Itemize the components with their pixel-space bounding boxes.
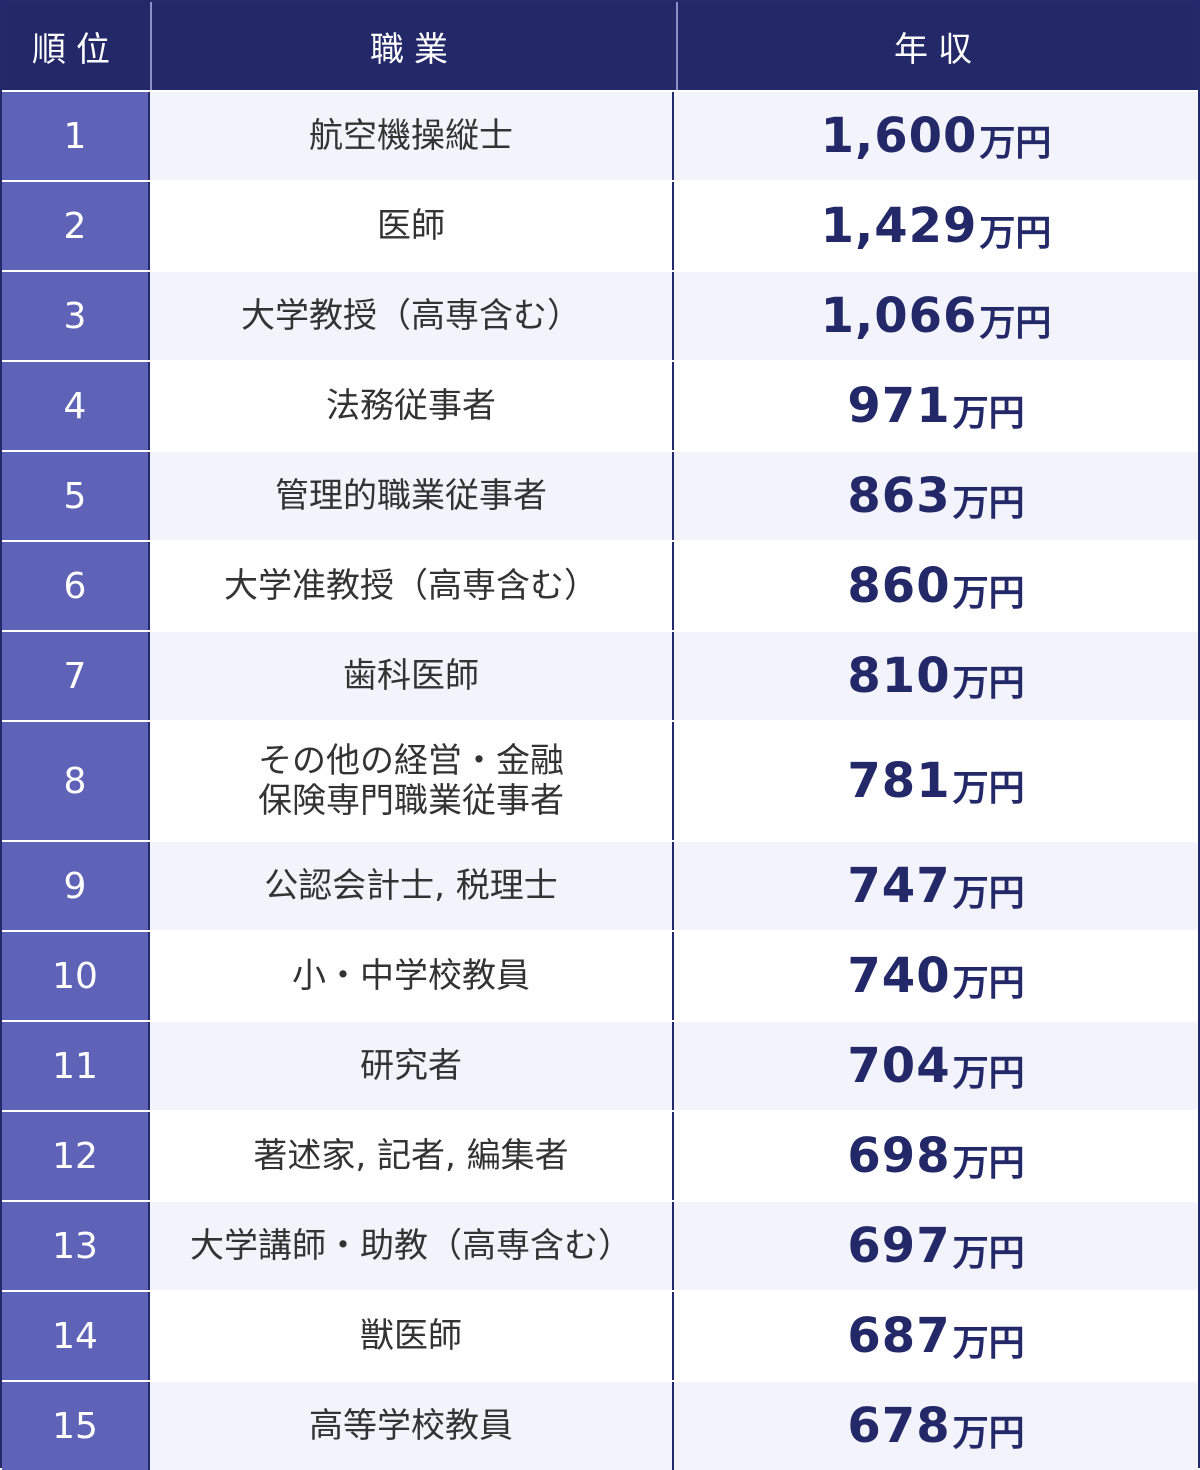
salary-amount: 1,429 xyxy=(820,198,978,254)
job-cell: 獣医師 xyxy=(150,1292,674,1380)
job-cell: 歯科医師 xyxy=(150,632,674,720)
job-cell: 小・中学校教員 xyxy=(150,932,674,1020)
job-cell: 著述家, 記者, 編集者 xyxy=(150,1112,674,1200)
table-row: 1 航空機操縦士 1,600 万円 xyxy=(2,90,1198,180)
salary-unit: 万円 xyxy=(952,393,1025,434)
rank-cell: 14 xyxy=(2,1292,150,1380)
salary-amount: 687 xyxy=(847,1308,951,1364)
salary-cell: 781 万円 xyxy=(674,722,1198,840)
salary-cell: 1,600 万円 xyxy=(674,92,1198,180)
salary-unit: 万円 xyxy=(952,1413,1025,1454)
salary-unit: 万円 xyxy=(952,573,1025,614)
salary-unit: 万円 xyxy=(952,1323,1025,1364)
salary-cell: 698 万円 xyxy=(674,1112,1198,1200)
salary-unit: 万円 xyxy=(952,1053,1025,1094)
rank-cell: 4 xyxy=(2,362,150,450)
job-cell: 医師 xyxy=(150,182,674,270)
salary-unit: 万円 xyxy=(979,303,1052,344)
table-header: 順位 職業 年収 xyxy=(2,2,1198,90)
table-row: 5 管理的職業従事者 863 万円 xyxy=(2,450,1198,540)
table-row: 4 法務従事者 971 万円 xyxy=(2,360,1198,450)
salary-amount: 698 xyxy=(847,1128,951,1184)
table-body: 1 航空機操縦士 1,600 万円 2 医師 1,429 万円 3 大学教授（高専含む） 1,066… xyxy=(2,90,1198,1470)
header-salary: 年収 xyxy=(894,29,982,70)
table-row: 2 医師 1,429 万円 xyxy=(2,180,1198,270)
table-row: 14 獣医師 687 万円 xyxy=(2,1290,1198,1380)
rank-cell: 2 xyxy=(2,182,150,270)
table-row: 11 研究者 704 万円 xyxy=(2,1020,1198,1110)
rank-cell: 3 xyxy=(2,272,150,360)
salary-amount: 971 xyxy=(847,378,951,434)
table-row: 10 小・中学校教員 740 万円 xyxy=(2,930,1198,1020)
job-cell: 法務従事者 xyxy=(150,362,674,450)
salary-cell: 687 万円 xyxy=(674,1292,1198,1380)
salary-cell: 678 万円 xyxy=(674,1382,1198,1470)
table-row: 9 公認会計士, 税理士 747 万円 xyxy=(2,840,1198,930)
job-cell: 大学教授（高専含む） xyxy=(150,272,674,360)
job-cell: 大学講師・助教（高専含む） xyxy=(150,1202,674,1290)
rank-cell: 13 xyxy=(2,1202,150,1290)
salary-unit: 万円 xyxy=(952,963,1025,1004)
rank-cell: 10 xyxy=(2,932,150,1020)
header-rank: 順位 xyxy=(2,2,152,90)
job-cell: 大学准教授（高専含む） xyxy=(150,542,674,630)
job-cell: 航空機操縦士 xyxy=(150,92,674,180)
salary-cell: 863 万円 xyxy=(674,452,1198,540)
salary-unit: 万円 xyxy=(952,1233,1025,1274)
salary-unit: 万円 xyxy=(952,873,1025,914)
rank-cell: 9 xyxy=(2,842,150,930)
salary-cell: 747 万円 xyxy=(674,842,1198,930)
salary-unit: 万円 xyxy=(952,1143,1025,1184)
salary-unit: 万円 xyxy=(952,768,1025,809)
rank-cell: 12 xyxy=(2,1112,150,1200)
salary-amount: 740 xyxy=(847,948,951,1004)
rank-cell: 11 xyxy=(2,1022,150,1110)
salary-amount: 1,600 xyxy=(820,108,978,164)
salary-amount: 678 xyxy=(847,1398,951,1454)
salary-cell: 704 万円 xyxy=(674,1022,1198,1110)
salary-amount: 863 xyxy=(847,468,951,524)
table-row: 8 その他の経営・金融 保険専門職業従事者 781 万円 xyxy=(2,720,1198,840)
salary-amount: 704 xyxy=(847,1038,951,1094)
salary-cell: 697 万円 xyxy=(674,1202,1198,1290)
rank-cell: 7 xyxy=(2,632,150,720)
job-cell: 研究者 xyxy=(150,1022,674,1110)
salary-amount: 697 xyxy=(847,1218,951,1274)
salary-unit: 万円 xyxy=(952,483,1025,524)
rank-cell: 8 xyxy=(2,722,150,840)
table-row: 3 大学教授（高専含む） 1,066 万円 xyxy=(2,270,1198,360)
table-row: 15 高等学校教員 678 万円 xyxy=(2,1380,1198,1470)
salary-unit: 万円 xyxy=(979,123,1052,164)
rank-cell: 5 xyxy=(2,452,150,540)
table-row: 6 大学准教授（高専含む） 860 万円 xyxy=(2,540,1198,630)
job-cell: その他の経営・金融 保険専門職業従事者 xyxy=(150,722,674,840)
table-row: 7 歯科医師 810 万円 xyxy=(2,630,1198,720)
job-cell: 高等学校教員 xyxy=(150,1382,674,1470)
salary-amount: 810 xyxy=(847,648,951,704)
salary-amount: 747 xyxy=(847,858,951,914)
table-row: 13 大学講師・助教（高専含む） 697 万円 xyxy=(2,1200,1198,1290)
salary-cell: 810 万円 xyxy=(674,632,1198,720)
salary-cell: 1,429 万円 xyxy=(674,182,1198,270)
table-row: 12 著述家, 記者, 編集者 698 万円 xyxy=(2,1110,1198,1200)
job-cell: 公認会計士, 税理士 xyxy=(150,842,674,930)
rank-cell: 6 xyxy=(2,542,150,630)
salary-amount: 1,066 xyxy=(820,288,978,344)
salary-amount: 860 xyxy=(847,558,951,614)
salary-cell: 1,066 万円 xyxy=(674,272,1198,360)
salary-amount: 781 xyxy=(847,753,951,809)
rank-cell: 15 xyxy=(2,1382,150,1470)
salary-cell: 860 万円 xyxy=(674,542,1198,630)
header-job: 職業 xyxy=(152,2,678,90)
salary-cell: 740 万円 xyxy=(674,932,1198,1020)
salary-unit: 万円 xyxy=(952,663,1025,704)
salary-cell: 971 万円 xyxy=(674,362,1198,450)
salary-unit: 万円 xyxy=(979,213,1052,254)
rank-cell: 1 xyxy=(2,92,150,180)
job-cell: 管理的職業従事者 xyxy=(150,452,674,540)
